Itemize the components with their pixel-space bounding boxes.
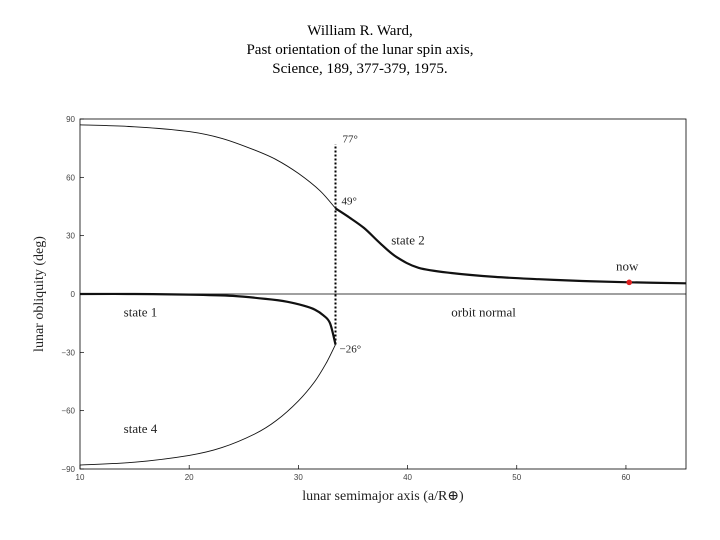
y-axis-title: lunar obliquity (deg): [32, 236, 47, 352]
y-tick-label: −60: [61, 407, 75, 416]
x-tick-label: 50: [512, 473, 521, 482]
annotation-label: state 4: [124, 421, 158, 436]
y-tick-label: 90: [66, 115, 75, 124]
citation-author: William R. Ward,: [307, 23, 413, 39]
series-line-2: [79, 124, 336, 209]
annotation-layer: 77° 49° −26° state 1 state 2 state 4 orbit nor…: [124, 133, 639, 436]
series-line-1: [334, 207, 687, 285]
series-line-0: [79, 292, 337, 345]
citation-title: Past orientation of the lunar spin axis,: [246, 42, 474, 58]
x-tick-label: 20: [185, 473, 194, 482]
y-tick-label: 60: [66, 173, 75, 182]
series-line-3: [79, 344, 336, 466]
annotation-label: state 2: [391, 233, 425, 248]
annotation-label: now: [616, 258, 639, 273]
x-tick-label: 40: [403, 473, 412, 482]
y-tick-label: −90: [61, 465, 75, 474]
x-axis-title: lunar semimajor axis (a/R⊕): [302, 489, 464, 504]
annotation-label: −26°: [340, 344, 362, 356]
annotation-label: 77°: [343, 133, 358, 145]
x-tick-label: 10: [76, 473, 85, 482]
axis-ticks: 10 20 30 40 50 60 90 60 30 0 −30 −60 −90: [61, 115, 631, 482]
series-layer: [79, 124, 687, 466]
annotation-label: 49°: [342, 195, 357, 207]
slide-header: William R. Ward, Past orientation of the…: [0, 22, 720, 79]
now-marker: [626, 279, 633, 286]
y-tick-label: 0: [71, 290, 76, 299]
annotation-label: orbit normal: [451, 305, 516, 320]
annotation-label: state 1: [124, 305, 158, 320]
x-tick-label: 30: [294, 473, 303, 482]
y-tick-label: 30: [66, 232, 75, 241]
x-tick-label: 60: [621, 473, 630, 482]
citation-journal: Science, 189, 377-379, 1975.: [272, 61, 448, 77]
y-tick-label: −30: [61, 348, 75, 357]
